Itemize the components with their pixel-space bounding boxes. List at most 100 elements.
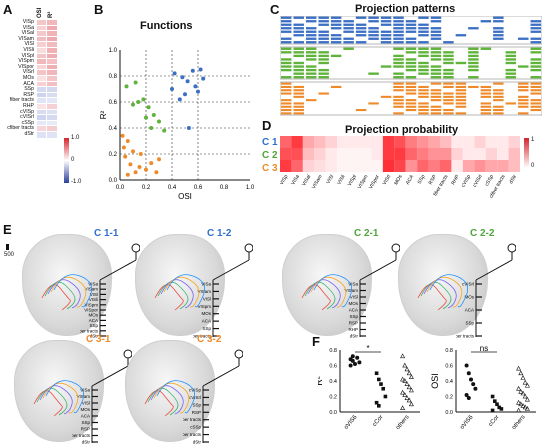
pattern-cell bbox=[455, 61, 467, 65]
pattern-cell bbox=[305, 30, 317, 33]
d-column-label: MOs bbox=[393, 174, 404, 187]
pattern-cell bbox=[405, 27, 417, 30]
scatter-point bbox=[157, 119, 161, 124]
x-axis-label: OSI bbox=[178, 192, 192, 200]
x-tick-label: 0.2 bbox=[142, 185, 151, 191]
r2-cell bbox=[46, 52, 58, 61]
probability-cell bbox=[337, 148, 349, 160]
tree-target-label: SSp bbox=[81, 420, 90, 425]
trace-path bbox=[301, 284, 331, 311]
f-dot bbox=[400, 353, 406, 359]
pattern-cell bbox=[393, 89, 404, 92]
pattern-cell bbox=[393, 27, 404, 30]
pattern-cell bbox=[393, 85, 404, 88]
osi-cell bbox=[36, 41, 48, 49]
pattern-cell bbox=[305, 54, 317, 58]
colorbar-d-tick-bottom: 0 bbox=[531, 163, 535, 169]
f-dot bbox=[408, 374, 414, 380]
f-dot bbox=[516, 385, 522, 391]
pattern-cell bbox=[305, 34, 317, 37]
pattern-cell bbox=[368, 37, 379, 40]
f-dot bbox=[404, 395, 410, 400]
probability-cell bbox=[382, 148, 395, 160]
pattern-cell bbox=[355, 16, 367, 19]
probability-cell bbox=[474, 160, 486, 172]
f-y-label: OSI bbox=[430, 373, 440, 389]
pattern-cell bbox=[530, 82, 541, 85]
pattern-cell bbox=[493, 95, 504, 98]
brain-outline bbox=[14, 340, 104, 442]
pattern-cell bbox=[393, 61, 404, 65]
tree-target-label: dStr bbox=[350, 334, 359, 339]
panel-label-d: D bbox=[262, 118, 272, 133]
panel-a-row-label: SSp bbox=[24, 86, 34, 93]
f-dot bbox=[520, 402, 526, 408]
panel-label-c: C bbox=[270, 2, 280, 17]
pattern-cell bbox=[493, 27, 504, 30]
pattern-cell bbox=[418, 41, 429, 44]
scatter-point bbox=[180, 75, 185, 80]
panel-label-f: F bbox=[312, 334, 320, 349]
pattern-cell bbox=[430, 16, 442, 19]
pattern-cell bbox=[443, 112, 454, 115]
f-dot bbox=[402, 362, 408, 368]
pattern-cell bbox=[455, 82, 467, 85]
osi-cell bbox=[36, 58, 48, 66]
panel-a-row-label: ACA bbox=[23, 80, 34, 87]
f-dot bbox=[516, 407, 522, 413]
pattern-cell bbox=[505, 72, 517, 75]
colorbar-a-tick-bottom: -1.0 bbox=[71, 179, 82, 185]
scatter-point bbox=[131, 102, 135, 107]
f-dot bbox=[520, 390, 526, 396]
neuron-trace bbox=[33, 380, 84, 417]
pattern-cell bbox=[530, 27, 541, 30]
pattern-cell bbox=[281, 76, 292, 79]
pattern-cell bbox=[468, 85, 479, 88]
tree-target-label: VISa bbox=[201, 282, 211, 287]
d-column-label: VISli bbox=[336, 174, 346, 186]
d-column-label: VISam bbox=[311, 174, 324, 190]
probability-cell bbox=[485, 160, 498, 172]
pattern-cell bbox=[318, 41, 329, 44]
pattern-cell bbox=[393, 105, 404, 108]
pattern-cell bbox=[380, 41, 392, 44]
pattern-cell bbox=[293, 47, 304, 50]
pattern-cell bbox=[480, 105, 492, 108]
pattern-cell bbox=[281, 30, 292, 33]
pattern-cell bbox=[281, 41, 292, 44]
pattern-cell bbox=[355, 30, 367, 33]
f-dot bbox=[406, 397, 412, 403]
pattern-cell bbox=[530, 58, 541, 61]
tree-target-label: dStr bbox=[82, 440, 91, 445]
panel-a-colorbar bbox=[64, 138, 69, 183]
tree-target-label: VISl bbox=[350, 295, 358, 300]
pattern-cell bbox=[393, 76, 404, 79]
pattern-cell bbox=[443, 109, 454, 112]
pattern-cell bbox=[393, 37, 404, 40]
f-dot bbox=[466, 371, 471, 376]
f-dot bbox=[379, 382, 383, 386]
scatter-point bbox=[144, 167, 148, 172]
pattern-cell bbox=[355, 34, 367, 37]
probability-cell bbox=[360, 148, 372, 160]
r2-cell bbox=[46, 125, 58, 133]
pattern-cell bbox=[430, 76, 442, 79]
x-tick-label: 0.4 bbox=[168, 185, 177, 191]
pattern-cell bbox=[330, 20, 342, 23]
f-dot bbox=[374, 400, 379, 405]
pattern-cell bbox=[318, 20, 329, 23]
f-dot bbox=[402, 378, 408, 383]
pattern-cell bbox=[405, 37, 417, 40]
pattern-cell bbox=[468, 47, 479, 50]
r2-cell bbox=[46, 80, 58, 89]
pattern-cell bbox=[530, 76, 541, 79]
panel-a-row-label: RHP bbox=[23, 103, 34, 109]
f-dot bbox=[377, 404, 381, 408]
tree-target-label: cVISp bbox=[189, 388, 202, 393]
scatter-point bbox=[154, 170, 159, 175]
osi-cell bbox=[36, 114, 48, 122]
f-y-tick: 0.8 bbox=[329, 348, 337, 354]
pattern-cell bbox=[293, 112, 304, 115]
pattern-cell bbox=[330, 23, 342, 26]
reconstruction-title: C 3-1 bbox=[86, 334, 111, 345]
